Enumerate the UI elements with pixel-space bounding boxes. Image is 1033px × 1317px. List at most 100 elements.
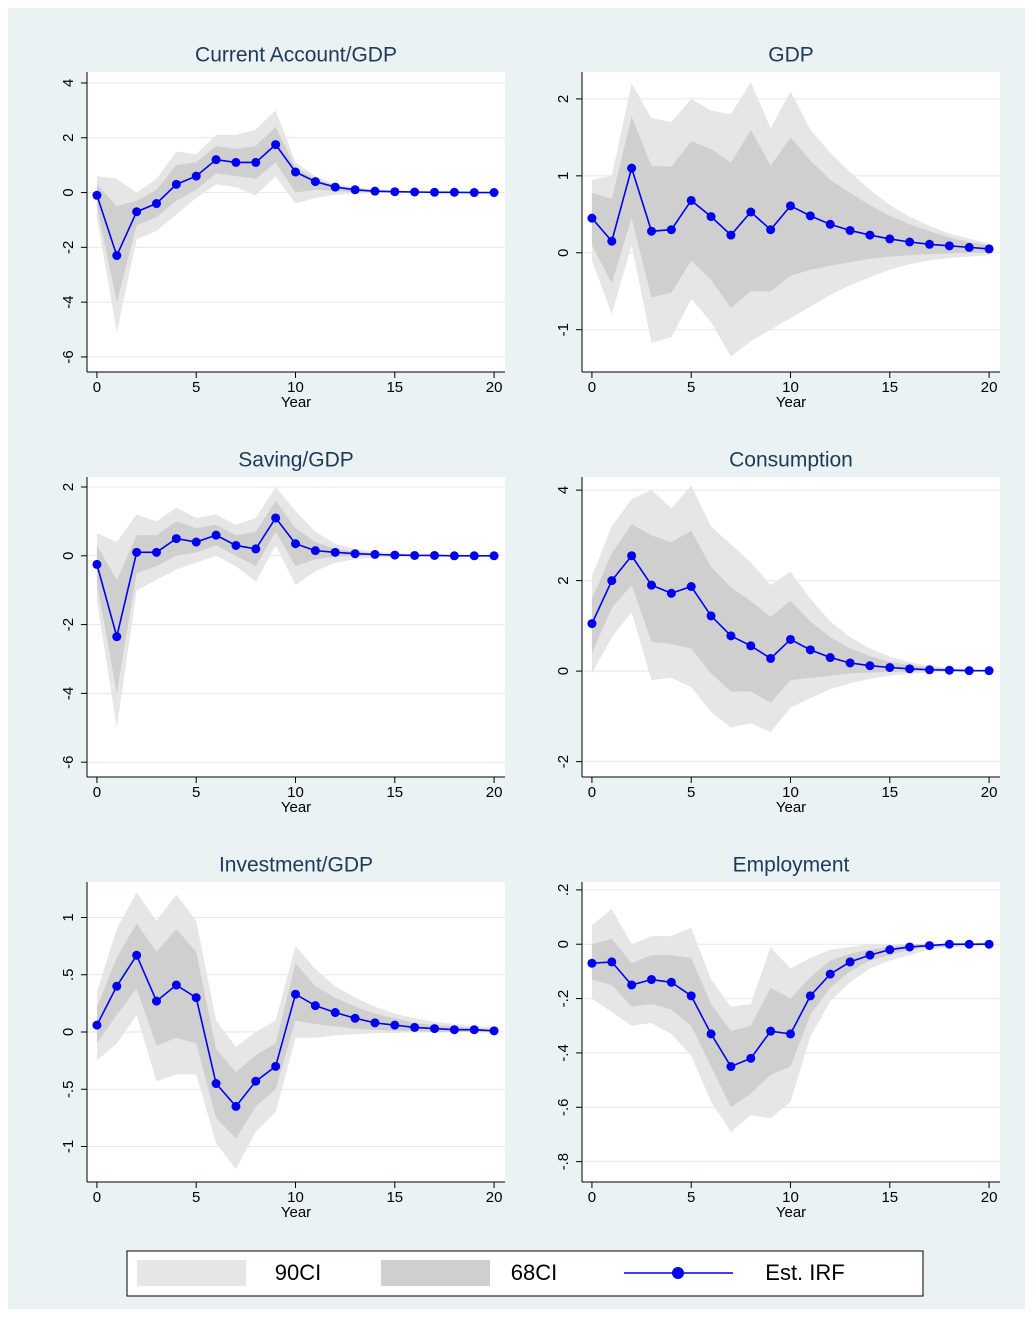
x-tick-label: 0 xyxy=(93,379,101,396)
ci-band xyxy=(96,126,495,303)
irf-marker xyxy=(865,661,875,671)
irf-marker xyxy=(984,666,994,676)
irf-marker xyxy=(706,1029,716,1039)
irf-marker xyxy=(766,653,776,663)
y-tick-label: -4 xyxy=(60,295,77,308)
irf-marker xyxy=(905,664,915,674)
y-tick-label: 1 xyxy=(555,172,572,180)
irf-marker xyxy=(627,980,637,990)
irf-marker xyxy=(350,1013,360,1023)
irf-marker xyxy=(666,977,676,987)
irf-marker xyxy=(489,188,499,198)
irf-marker xyxy=(310,546,320,556)
irf-marker xyxy=(766,225,776,235)
irf-marker xyxy=(430,187,440,197)
irf-marker xyxy=(251,1076,261,1086)
irf-marker xyxy=(310,1001,320,1011)
irf-marker xyxy=(449,187,459,197)
irf-marker xyxy=(746,207,756,217)
irf-marker xyxy=(152,996,162,1006)
irf-marker xyxy=(112,251,122,261)
irf-marker xyxy=(805,211,815,221)
irf-marker xyxy=(469,1025,479,1035)
irf-marker xyxy=(746,1053,756,1063)
y-tick-label: 2 xyxy=(60,134,77,142)
x-tick-label: 10 xyxy=(782,1189,799,1206)
x-tick-label: 15 xyxy=(386,1189,403,1206)
x-tick-label: 20 xyxy=(981,379,998,396)
x-tick-label: 0 xyxy=(588,1189,596,1206)
y-tick-label: 2 xyxy=(555,95,572,103)
y-tick-label: -1 xyxy=(60,1140,77,1153)
x-axis-title: Year xyxy=(776,1204,806,1221)
y-tick-label: -.4 xyxy=(555,1044,572,1062)
irf-marker xyxy=(430,550,440,560)
irf-marker xyxy=(805,991,815,1001)
x-tick-label: 10 xyxy=(287,784,304,801)
irf-marker xyxy=(231,540,241,550)
x-tick-label: 5 xyxy=(192,1189,200,1206)
x-tick-label: 5 xyxy=(687,379,695,396)
irf-marker xyxy=(370,186,380,196)
ci-band xyxy=(591,524,990,703)
x-axis-title: Year xyxy=(776,799,806,816)
irf-marker xyxy=(726,631,736,641)
irf-marker xyxy=(390,1020,400,1030)
x-tick-label: 5 xyxy=(192,784,200,801)
irf-marker xyxy=(469,188,479,198)
irf-marker xyxy=(627,551,637,561)
irf-marker xyxy=(984,939,994,949)
x-tick-label: 10 xyxy=(287,1189,304,1206)
irf-marker xyxy=(786,1029,796,1039)
irf-marker xyxy=(489,1026,499,1036)
irf-marker xyxy=(925,665,935,675)
ci-band xyxy=(591,116,990,309)
chart-title: Consumption xyxy=(729,449,853,472)
chart-title: Investment/GDP xyxy=(219,854,373,877)
irf-marker xyxy=(291,539,301,549)
x-tick-label: 20 xyxy=(486,784,503,801)
irf-marker xyxy=(905,237,915,247)
legend-label: 68CI xyxy=(511,1260,557,1285)
irf-marker xyxy=(925,239,935,249)
irf-marker xyxy=(310,177,320,187)
irf-marker xyxy=(231,1101,241,1111)
irf-marker xyxy=(647,226,657,236)
chart-title: GDP xyxy=(768,44,814,67)
y-tick-label: 0 xyxy=(60,552,77,560)
legend-box xyxy=(126,1250,924,1297)
x-tick-label: 10 xyxy=(782,784,799,801)
y-tick-label: -1 xyxy=(555,323,572,336)
irf-marker xyxy=(92,190,102,200)
irf-marker xyxy=(211,530,221,540)
irf-marker xyxy=(686,991,696,1001)
y-tick-label: -6 xyxy=(60,350,77,363)
irf-marker xyxy=(885,945,895,955)
irf-marker xyxy=(191,993,201,1003)
irf-marker xyxy=(944,939,954,949)
ci-band xyxy=(591,938,990,1108)
x-tick-label: 15 xyxy=(881,379,898,396)
irf-marker xyxy=(944,665,954,675)
y-tick-label: -.2 xyxy=(555,990,572,1008)
y-tick-label: 4 xyxy=(555,486,572,494)
x-tick-label: 20 xyxy=(981,784,998,801)
chart-title: Current Account/GDP xyxy=(195,44,397,67)
irf-marker xyxy=(964,666,974,676)
irf-marker xyxy=(786,634,796,644)
y-tick-label: -2 xyxy=(60,241,77,254)
irf-marker xyxy=(152,547,162,557)
irf-marker xyxy=(271,513,281,523)
x-tick-label: 5 xyxy=(687,784,695,801)
irf-marker xyxy=(666,588,676,598)
irf-marker xyxy=(766,1026,776,1036)
irf-marker xyxy=(171,980,181,990)
irf-marker xyxy=(984,244,994,254)
y-tick-label: 2 xyxy=(555,576,572,584)
x-tick-label: 10 xyxy=(782,379,799,396)
irf-marker xyxy=(627,163,637,173)
x-tick-label: 20 xyxy=(486,1189,503,1206)
irf-marker xyxy=(92,559,102,569)
y-tick-label: .5 xyxy=(60,968,77,981)
